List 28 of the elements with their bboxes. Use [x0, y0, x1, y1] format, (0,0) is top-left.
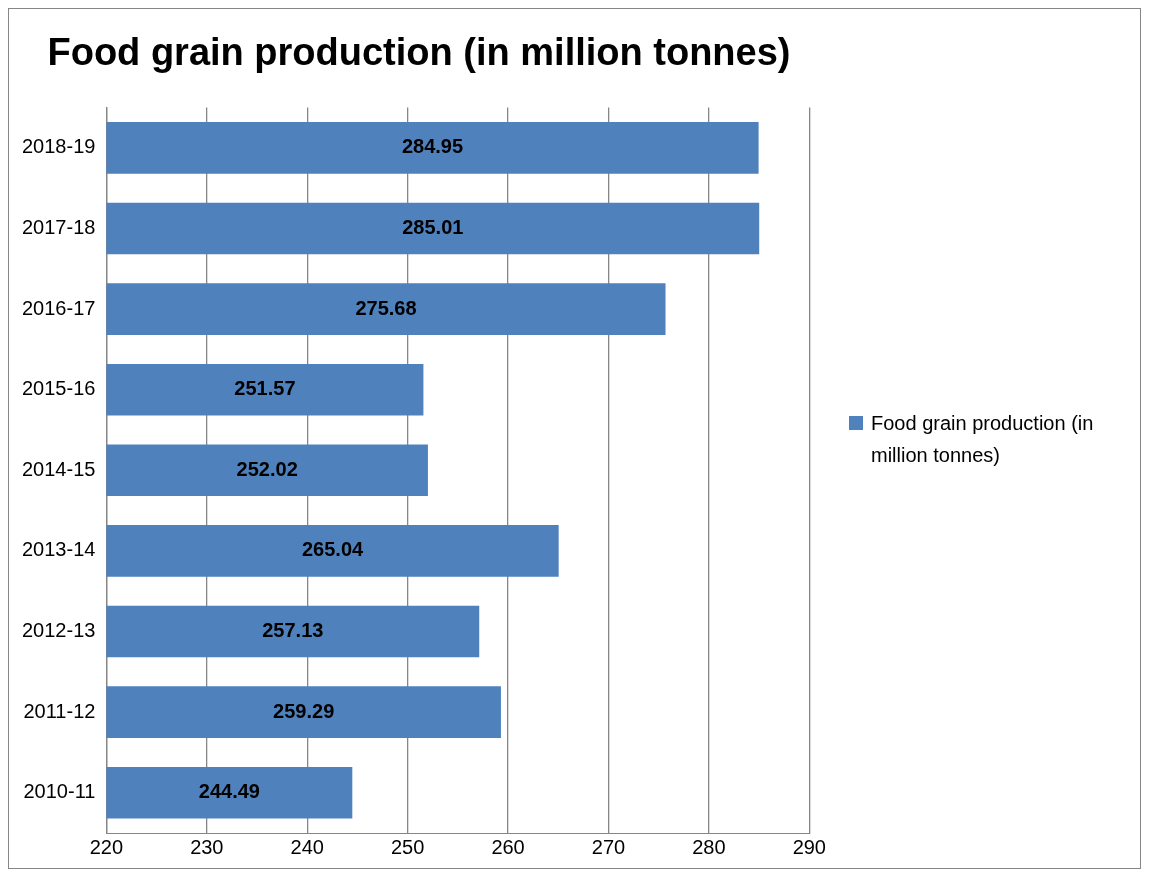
y-tick-label: 2010-11	[23, 780, 96, 803]
x-tick-label: 280	[692, 835, 726, 858]
x-tick-label: 230	[190, 835, 224, 858]
y-tick-label: 2014-15	[21, 457, 96, 480]
x-tick-label: 240	[290, 835, 324, 858]
x-tick-label: 270	[591, 835, 626, 858]
y-tick-label: 2017-18	[21, 216, 96, 239]
data-label: 252.02	[236, 457, 298, 480]
x-tick-label: 290	[792, 835, 826, 858]
y-tick-label: 2012-13	[21, 619, 96, 642]
chart-title: Food grain production (in million tonnes)	[47, 31, 791, 74]
y-tick-label: 2015-16	[21, 377, 96, 400]
data-label: 275.68	[355, 296, 417, 319]
y-tick-label: 2016-17	[21, 296, 96, 319]
x-tick-label: 260	[491, 835, 525, 858]
data-label: 285.01	[402, 216, 464, 239]
data-label: 251.57	[234, 377, 296, 400]
data-label: 244.49	[198, 780, 260, 803]
legend-label: Food grain production (in million tonnes)	[871, 410, 1095, 468]
x-tick-label: 220	[89, 835, 124, 858]
y-tick-label: 2013-14	[21, 538, 96, 561]
data-label: 257.13	[262, 619, 324, 642]
y-tick-label: 2018-19	[21, 135, 96, 158]
y-tick-label: 2011-12	[23, 699, 96, 722]
data-label: 284.95	[401, 135, 464, 158]
data-label: 265.04	[301, 538, 364, 561]
data-label: 259.29	[273, 699, 335, 722]
x-tick-label: 250	[390, 835, 425, 858]
